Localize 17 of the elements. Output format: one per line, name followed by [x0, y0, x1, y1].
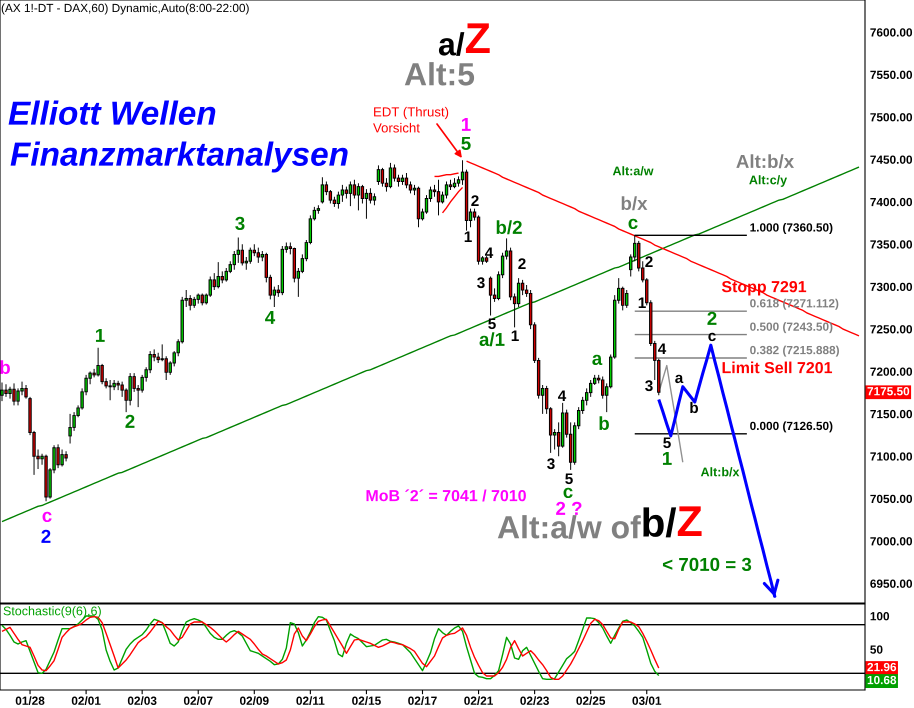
x-tick-label: 02/21 [464, 696, 493, 706]
x-tick-label: 02/15 [352, 696, 381, 706]
x-tick-label: 02/25 [576, 696, 606, 706]
text: 21.96 [867, 662, 896, 672]
y-tick-label: 50 [870, 645, 883, 654]
x-tick-label: 02/11 [296, 696, 324, 706]
y-tick-label: 100 [870, 612, 890, 620]
x-tick-label: 02/07 [184, 696, 212, 706]
x-tick-label: 02/09 [240, 696, 269, 706]
x-tick-label: 01/28 [16, 696, 44, 706]
x-tick-label: 02/01 [72, 696, 101, 706]
x-tick-label: 02/23 [520, 696, 549, 706]
text: 10.68 [868, 676, 896, 684]
annotation: Stochastic(9(6),6) [4, 606, 101, 618]
x-tick-label: 03/01 [632, 696, 662, 706]
x-tick-label: 02/17 [408, 696, 437, 706]
x-tick-label: 02/03 [128, 696, 157, 706]
